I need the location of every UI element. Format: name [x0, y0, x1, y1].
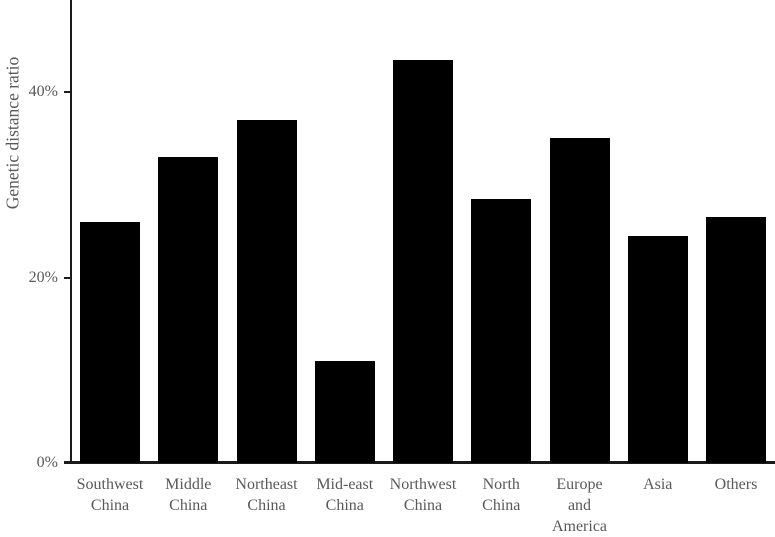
x-axis-label-northwest-china: Northwest China: [389, 476, 457, 514]
y-axis-title: Genetic distance ratio: [2, 56, 23, 210]
x-axis-label-europe-and-america: Europe and America: [551, 476, 608, 535]
x-axis-label-others: Others: [714, 476, 758, 493]
y-tick-mark: [64, 91, 71, 93]
bar-middle-china: [158, 156, 219, 463]
bar-europe-and-america: [549, 138, 610, 463]
x-axis-label-middle-china: Middle China: [165, 476, 212, 514]
y-axis-line: [70, 0, 72, 464]
x-axis-label-northeast-china: Northeast China: [235, 476, 298, 514]
y-tick-label: 40%: [28, 83, 58, 100]
x-axis-label-asia: Asia: [643, 476, 673, 493]
bar-asia: [627, 235, 688, 463]
bar-others: [706, 217, 766, 463]
x-axis-label-north-china: North China: [482, 476, 521, 514]
bar-northeast-china: [236, 119, 297, 463]
bar-northwest-china: [393, 59, 453, 463]
x-axis-label-mid-east-china: Mid-east China: [316, 476, 374, 514]
bar-southwest-china: [80, 221, 140, 463]
y-tick-label: 0%: [36, 454, 58, 471]
x-axis-label-southwest-china: Southwest China: [76, 476, 144, 514]
y-tick-mark: [64, 276, 71, 279]
bar-mid-east-china: [314, 360, 375, 463]
y-tick-mark: [64, 462, 71, 464]
y-tick-label: 20%: [28, 268, 58, 286]
bar-north-china: [471, 198, 532, 463]
